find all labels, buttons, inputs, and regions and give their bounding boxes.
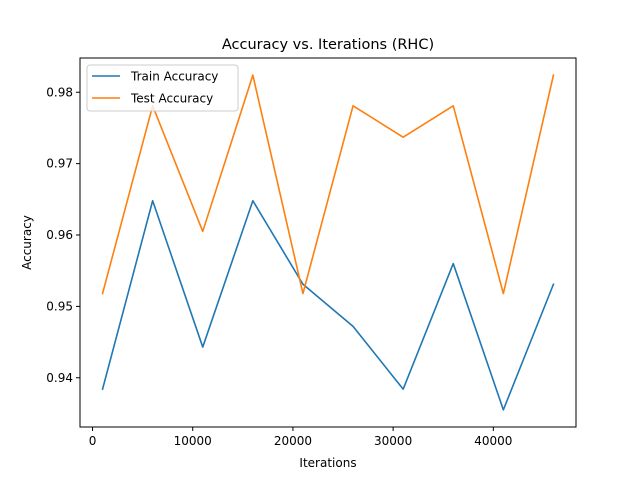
y-axis-ticks: 0.94 0.95 0.96 0.97 0.98 bbox=[46, 85, 80, 385]
legend: Train Accuracy Test Accuracy bbox=[86, 64, 239, 112]
chart-title: Accuracy vs. Iterations (RHC) bbox=[222, 37, 434, 53]
series-line-test-accuracy bbox=[101, 74, 555, 295]
x-tick-label: 10000 bbox=[174, 434, 212, 448]
plot-frame bbox=[79, 57, 577, 428]
y-axis-label: Accuracy bbox=[20, 215, 34, 270]
x-tick-label: 30000 bbox=[374, 434, 412, 448]
x-axis-ticks: 0 10000 20000 30000 40000 bbox=[89, 427, 512, 448]
x-tick-label: 0 bbox=[89, 434, 97, 448]
y-tick-label: 0.94 bbox=[46, 371, 73, 385]
y-tick-label: 0.98 bbox=[46, 85, 73, 99]
legend-box bbox=[86, 64, 239, 112]
x-tick-label: 20000 bbox=[274, 434, 312, 448]
series-line-train-accuracy bbox=[101, 199, 555, 411]
legend-label-train: Train Accuracy bbox=[130, 70, 218, 84]
y-tick-label: 0.96 bbox=[46, 228, 73, 242]
y-tick-label: 0.97 bbox=[46, 157, 73, 171]
y-tick-label: 0.95 bbox=[46, 299, 73, 313]
series-lines bbox=[101, 74, 555, 411]
x-axis-label: Iterations bbox=[299, 456, 356, 470]
x-tick-label: 40000 bbox=[474, 434, 512, 448]
legend-label-test: Test Accuracy bbox=[130, 92, 213, 106]
